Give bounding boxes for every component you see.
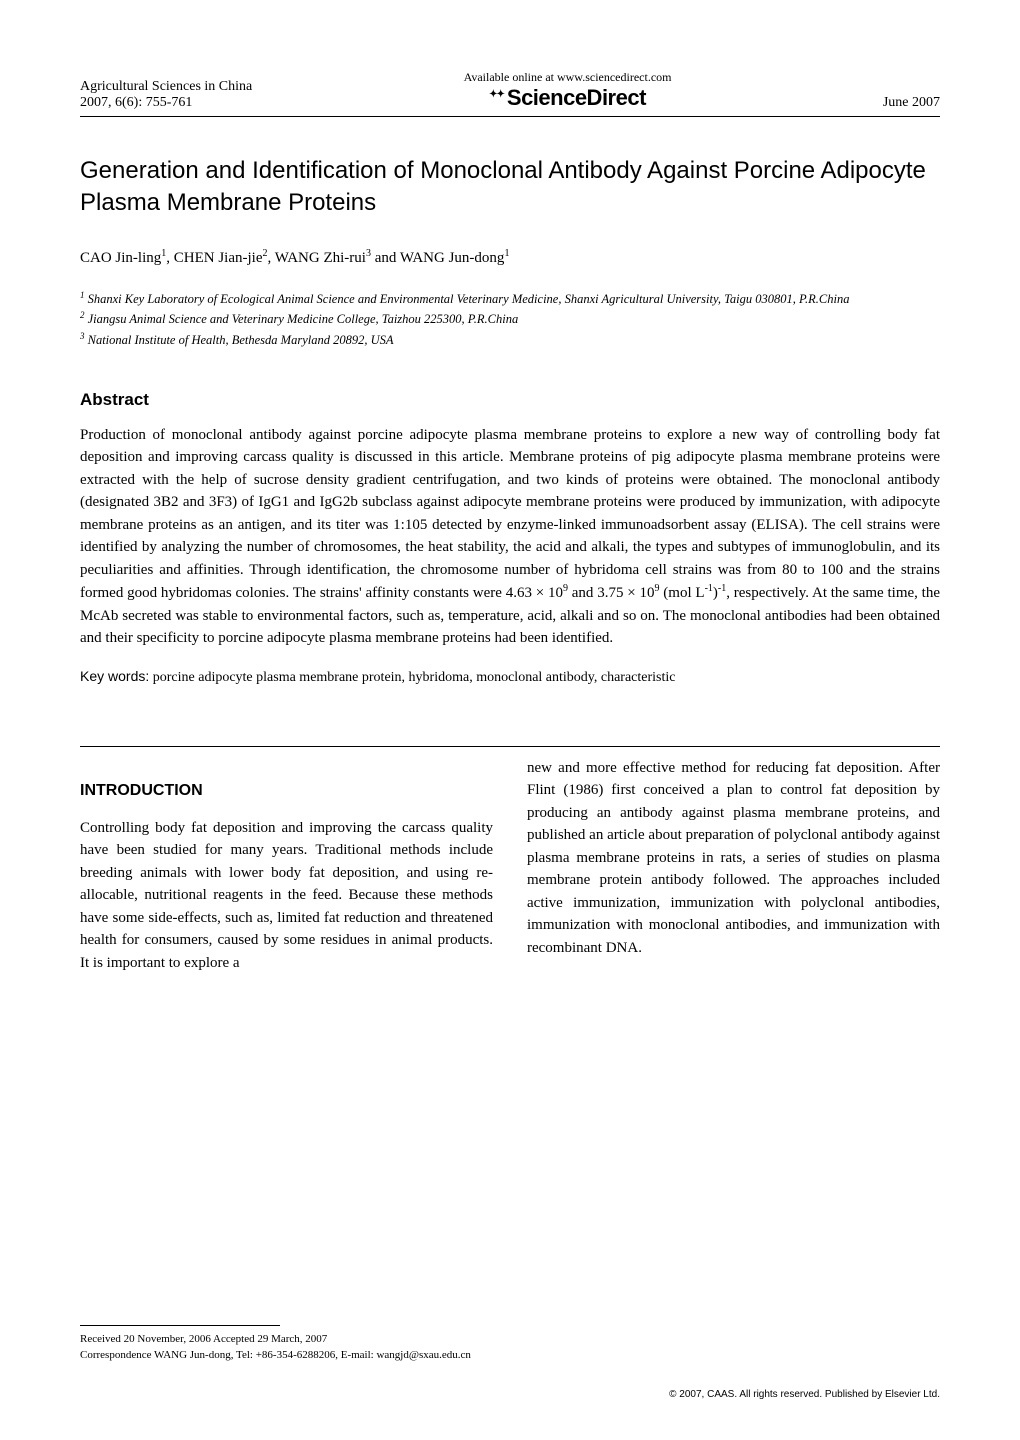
- affiliation-1-text: Shanxi Key Laboratory of Ecological Anim…: [88, 292, 850, 306]
- copyright-line: © 2007, CAAS. All rights reserved. Publi…: [80, 1389, 940, 1400]
- available-online-text: Available online at www.sciencedirect.co…: [252, 70, 883, 85]
- keywords-label: Key words:: [80, 668, 149, 684]
- introduction-heading: INTRODUCTION: [80, 779, 493, 803]
- abstract-section: Abstract Production of monoclonal antibo…: [80, 390, 940, 686]
- affiliation-1: 1 Shanxi Key Laboratory of Ecological An…: [80, 289, 940, 309]
- sciencedirect-logo: ✦✦ScienceDirect: [252, 85, 883, 111]
- affiliations-block: 1 Shanxi Key Laboratory of Ecological An…: [80, 289, 940, 350]
- journal-block: Agricultural Sciences in China 2007, 6(6…: [80, 79, 252, 111]
- introduction-para-2: new and more effective method for reduci…: [527, 757, 940, 960]
- affiliation-3-text: National Institute of Health, Bethesda M…: [88, 333, 394, 347]
- abstract-heading: Abstract: [80, 390, 940, 410]
- affiliation-2-text: Jiangsu Animal Science and Veterinary Me…: [88, 313, 519, 327]
- issue-date: June 2007: [883, 95, 940, 111]
- authors-line: CAO Jin-ling1, CHEN Jian-jie2, WANG Zhi-…: [80, 248, 940, 267]
- footnote-rule: [80, 1325, 280, 1326]
- sciencedirect-block: Available online at www.sciencedirect.co…: [252, 70, 883, 111]
- sciencedirect-text: ScienceDirect: [507, 85, 646, 110]
- keywords-line: Key words: porcine adipocyte plasma memb…: [80, 668, 940, 686]
- header-rule: [80, 116, 940, 117]
- abstract-body: Production of monoclonal antibody agains…: [80, 424, 940, 650]
- correspondence-line: Correspondence WANG Jun-dong, Tel: +86-3…: [80, 1348, 940, 1363]
- page-footer: Received 20 November, 2006 Accepted 29 M…: [80, 1325, 940, 1400]
- article-title: Generation and Identification of Monoclo…: [80, 155, 940, 220]
- journal-name: Agricultural Sciences in China: [80, 79, 252, 95]
- affiliation-3: 3 National Institute of Health, Bethesda…: [80, 330, 940, 350]
- sciencedirect-icon: ✦✦: [489, 89, 504, 100]
- affiliation-2: 2 Jiangsu Animal Science and Veterinary …: [80, 309, 940, 329]
- mid-rule: [80, 746, 940, 747]
- introduction-section: INTRODUCTION Controlling body fat deposi…: [80, 757, 940, 975]
- journal-citation: 2007, 6(6): 755-761: [80, 95, 252, 111]
- introduction-col-left: INTRODUCTION Controlling body fat deposi…: [80, 757, 493, 975]
- introduction-para-1: Controlling body fat deposition and impr…: [80, 817, 493, 975]
- introduction-col-right: new and more effective method for reduci…: [527, 757, 940, 975]
- received-line: Received 20 November, 2006 Accepted 29 M…: [80, 1332, 940, 1347]
- page-header: Agricultural Sciences in China 2007, 6(6…: [80, 70, 940, 111]
- keywords-text: porcine adipocyte plasma membrane protei…: [153, 670, 676, 685]
